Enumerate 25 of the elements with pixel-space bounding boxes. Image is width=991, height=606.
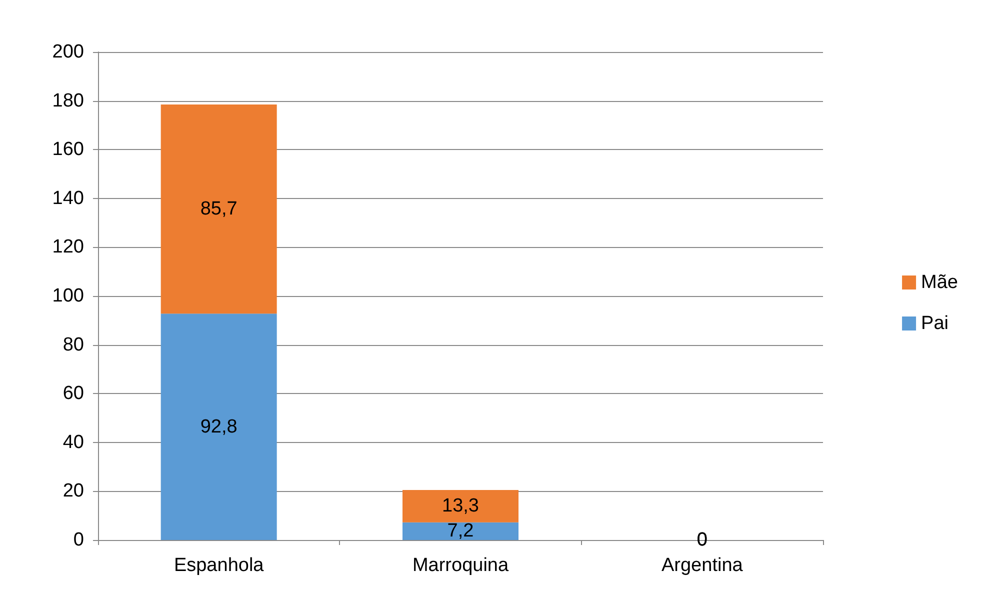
y-tick-label: 180	[52, 90, 84, 112]
y-tick-label: 160	[52, 139, 84, 160]
y-tick-label: 80	[62, 334, 84, 356]
y-tick-label: 40	[62, 432, 84, 453]
y-tick-label: 140	[52, 188, 84, 209]
x-tick-label: Marroquina	[412, 555, 509, 576]
bar	[402, 522, 518, 540]
legend-label: Mãe	[921, 272, 958, 293]
data-label: 92,8	[200, 416, 238, 438]
legend-label: Pai	[921, 313, 949, 334]
data-label: 7,2	[447, 520, 474, 542]
y-tick-label: 200	[52, 42, 84, 62]
bar	[402, 490, 518, 522]
data-label: 0	[696, 530, 708, 550]
y-tick-label: 20	[62, 480, 84, 502]
data-label: 85,7	[200, 198, 238, 220]
x-tick-label: Espanhola	[174, 555, 264, 576]
bar	[160, 314, 277, 540]
y-tick-label: 120	[52, 236, 84, 258]
x-tick-label: Argentina	[661, 555, 744, 576]
y-tick-label: 100	[52, 286, 84, 306]
y-tick-label: 0	[73, 530, 84, 550]
y-tick-label: 60	[62, 383, 84, 404]
bar	[160, 104, 277, 314]
data-label: 13,3	[442, 496, 479, 517]
